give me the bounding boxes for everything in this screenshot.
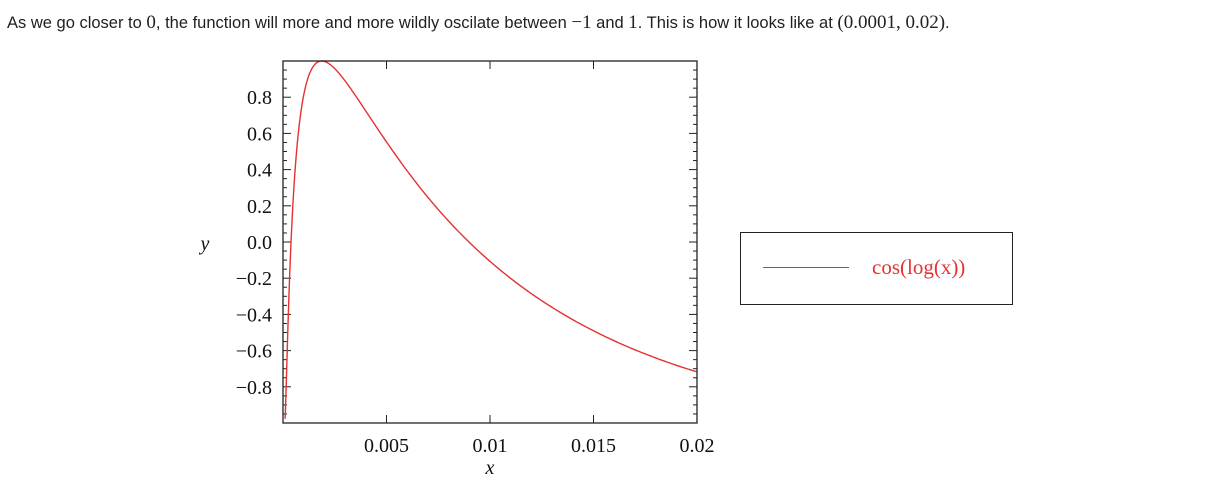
- y-axis-label: y: [199, 233, 210, 255]
- y-tick-label: −0.6: [236, 341, 272, 363]
- intro-mid3: . This is how it looks like at: [637, 14, 838, 32]
- y-tick-labels: 0.8 0.6 0.4 0.2 0.0 −0.2 −0.4 −0.6 −0.8: [236, 87, 272, 399]
- series-line-cos-log-x: [284, 60, 698, 419]
- legend-line-swatch: [763, 267, 849, 268]
- intro-mid1: , the function will more and more wildly…: [155, 14, 572, 32]
- y-tick-label: −0.2: [236, 268, 272, 290]
- tick-marks: [283, 61, 698, 423]
- plot-frame: [282, 60, 698, 424]
- y-tick-label: 0.6: [247, 123, 272, 145]
- y-tick-label: −0.4: [236, 304, 272, 326]
- x-axis-label: x: [485, 457, 495, 479]
- intro-mid2: and: [591, 14, 629, 32]
- y-tick-label: −0.8: [236, 377, 272, 399]
- intro-one: 1: [628, 12, 638, 33]
- x-tick-label: 0.02: [680, 435, 715, 457]
- x-tick-label: 0.01: [473, 435, 508, 457]
- intro-text: As we go closer to 0, the function will …: [7, 12, 950, 34]
- intro-neg-one: −1: [571, 12, 592, 33]
- intro-suffix: .: [945, 14, 950, 32]
- y-tick-label: 0.0: [247, 232, 272, 254]
- intro-zero: 0: [146, 12, 156, 33]
- x-tick-label: 0.005: [364, 435, 409, 457]
- y-tick-label: 0.4: [247, 160, 272, 182]
- x-tick-labels: 0.005 0.01 0.015 0.02: [364, 435, 715, 457]
- intro-prefix: As we go closer to: [7, 14, 147, 32]
- intro-interval: (0.0001, 0.02): [837, 12, 946, 33]
- legend: cos(log(x)): [740, 232, 1013, 305]
- x-tick-label: 0.015: [571, 435, 616, 457]
- y-tick-label: 0.2: [247, 196, 272, 218]
- y-tick-label: 0.8: [247, 87, 272, 109]
- legend-label: cos(log(x)): [872, 255, 966, 279]
